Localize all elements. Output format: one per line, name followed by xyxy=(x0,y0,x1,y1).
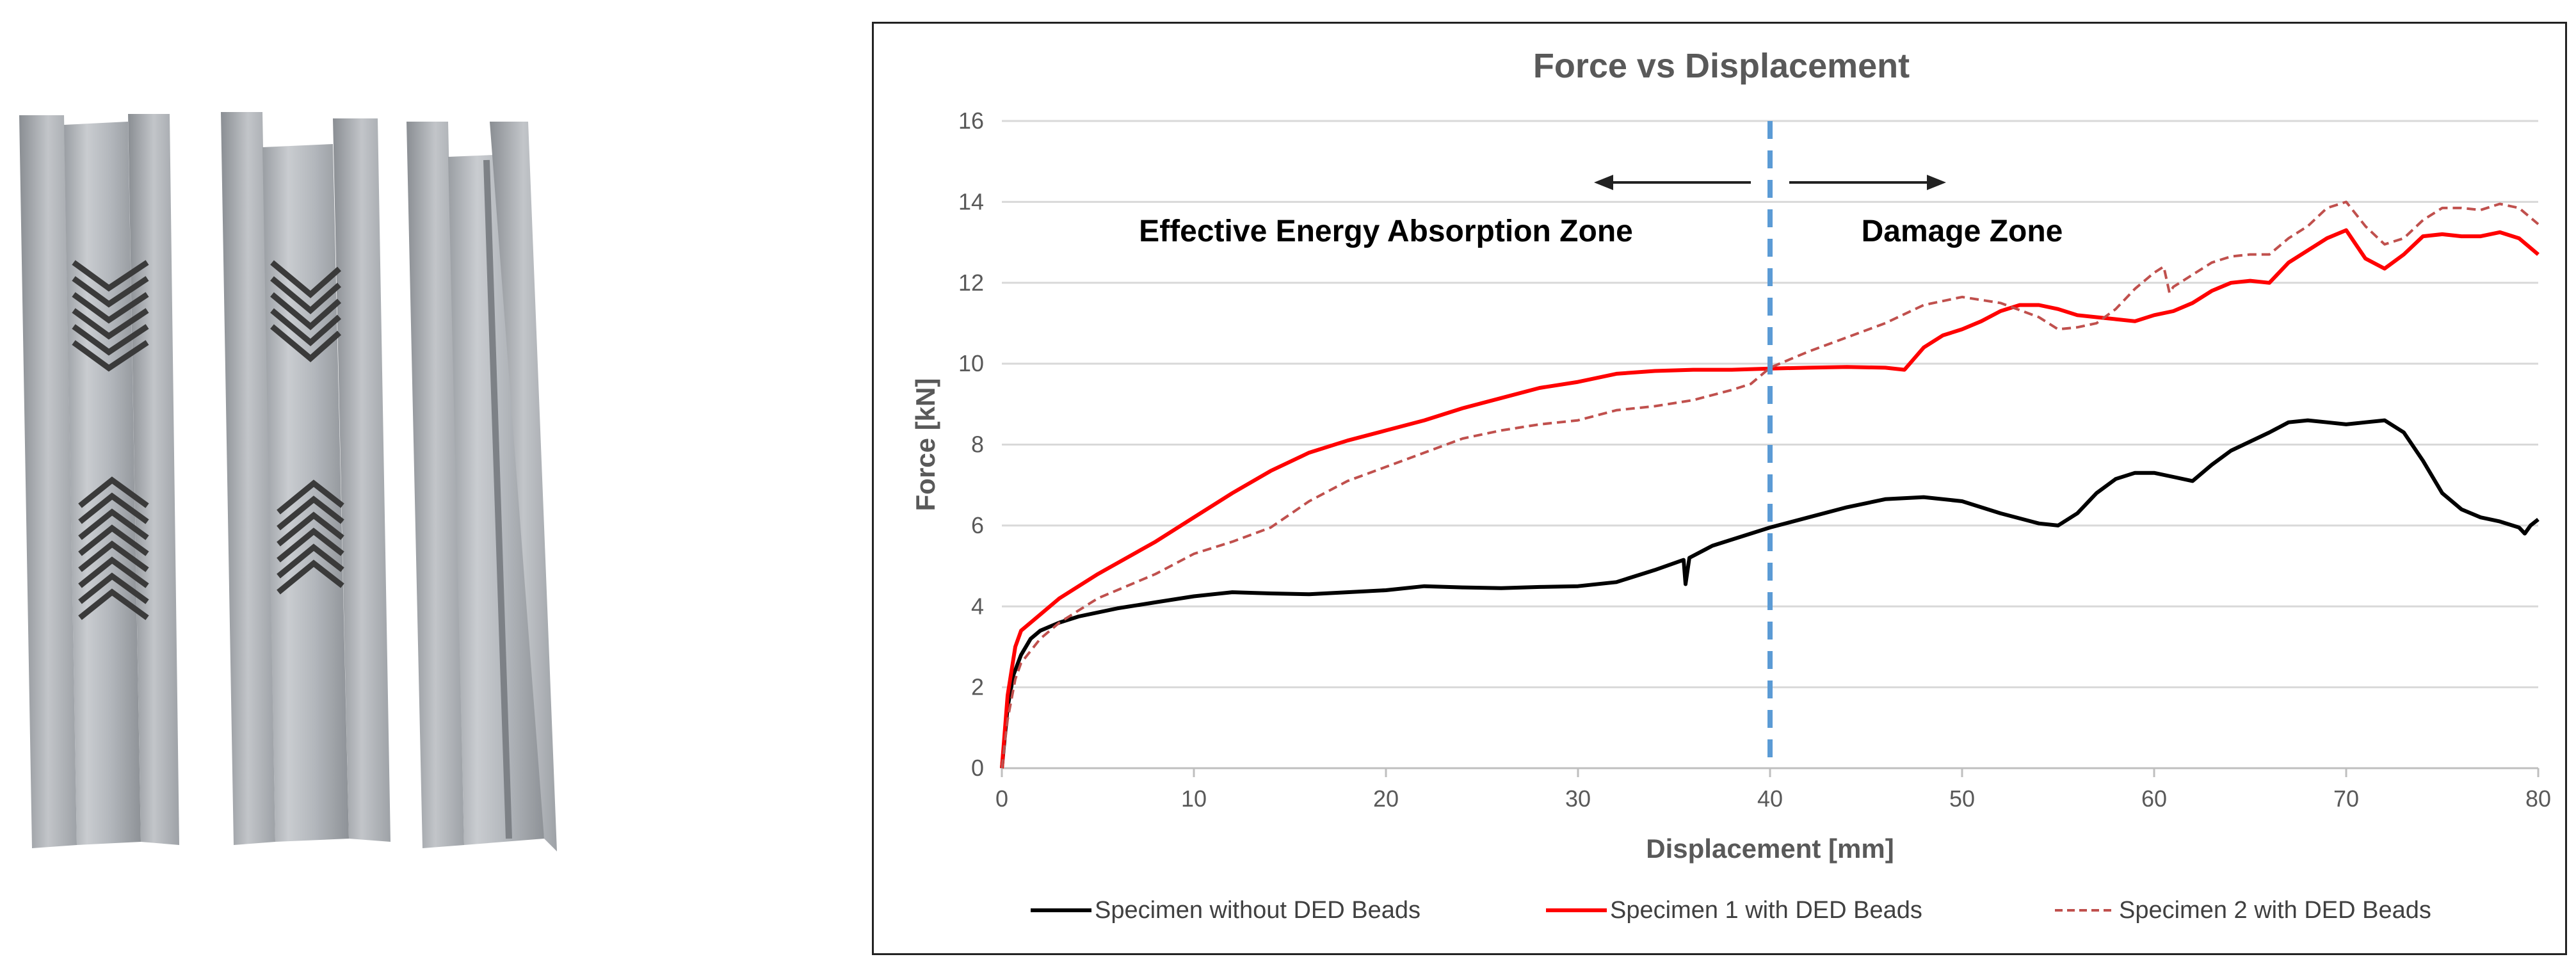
x-tick-label: 10 xyxy=(1181,785,1207,812)
legend-label-3: Specimen 2 with DED Beads xyxy=(2119,897,2431,924)
specimen-1-photo xyxy=(19,114,179,848)
zone-annotations: Effective Energy Absorption Zone Damage … xyxy=(1139,121,2063,768)
legend-label-1: Specimen without DED Beads xyxy=(1095,897,1421,924)
legend-label-2: Specimen 1 with DED Beads xyxy=(1610,897,1922,924)
chart-title: Force vs Displacement xyxy=(1533,47,1910,85)
y-tick-label: 2 xyxy=(971,674,984,700)
arrow-left-icon xyxy=(1594,175,1751,190)
x-tick-label: 30 xyxy=(1565,785,1591,812)
arrow-right-icon xyxy=(1789,175,1946,190)
chart-frame: Force vs Displacement 0 2 4 6 8 10 12 14 16 0 10 20… xyxy=(872,22,2567,955)
x-tick-label: 60 xyxy=(2141,785,2167,812)
arrow-left-head xyxy=(1594,175,1613,190)
x-tick-label: 50 xyxy=(1949,785,1975,812)
y-tick-label: 4 xyxy=(971,593,984,619)
specimen-3-photo xyxy=(407,122,557,851)
legend: Specimen without DED Beads Specimen 1 wit… xyxy=(1031,897,2431,924)
series-lines xyxy=(1000,200,2540,769)
y-tick-label: 10 xyxy=(958,350,984,376)
y-tick-label: 14 xyxy=(958,188,984,214)
force-displacement-chart: Force vs Displacement 0 2 4 6 8 10 12 14 16 0 10 20… xyxy=(910,47,2551,924)
damage-zone-label: Damage Zone xyxy=(1862,214,2063,248)
effective-energy-zone-label: Effective Energy Absorption Zone xyxy=(1139,214,1633,248)
specimen-photo xyxy=(19,112,557,851)
y-axis-title: Force [kN] xyxy=(910,378,940,511)
x-tick-label: 0 xyxy=(995,785,1008,812)
y-tick-label: 8 xyxy=(971,431,984,458)
series-line-2 xyxy=(1000,228,2540,769)
x-axis-title: Displacement [mm] xyxy=(1646,833,1894,864)
series-line-1 xyxy=(1000,418,2540,769)
y-tick-label: 6 xyxy=(971,512,984,538)
x-tick-label: 80 xyxy=(2525,785,2551,812)
specimen-2-photo xyxy=(221,112,390,845)
y-tick-label: 16 xyxy=(958,108,984,134)
y-tick-label: 0 xyxy=(971,755,984,781)
axes: 0 2 4 6 8 10 12 14 16 0 10 20 30 40 50 60 70 80 xyxy=(958,108,2551,812)
x-tick-label: 40 xyxy=(1757,785,1783,812)
y-tick-label: 12 xyxy=(958,270,984,296)
x-tick-label: 70 xyxy=(2333,785,2359,812)
series-line-3 xyxy=(1001,200,2540,769)
arrow-right-head xyxy=(1927,175,1946,190)
x-tick-label: 20 xyxy=(1373,785,1399,812)
